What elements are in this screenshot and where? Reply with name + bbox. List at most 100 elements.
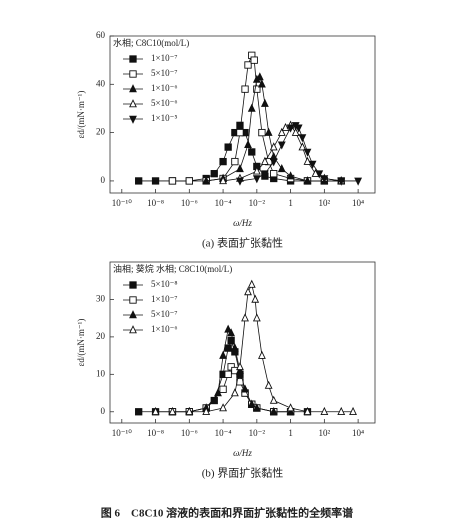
legend-label: 5×10⁻⁷ [151, 309, 177, 319]
data-point [227, 363, 235, 371]
data-point [241, 85, 249, 93]
data-point [277, 141, 286, 150]
data-point [224, 370, 232, 378]
data-point [168, 406, 177, 416]
data-point [303, 176, 312, 185]
data-point [260, 170, 269, 179]
plot-frame [109, 35, 376, 194]
data-point [264, 380, 273, 389]
legend-marker [129, 281, 137, 289]
y-tick-label: 10 [96, 368, 106, 378]
x-tick-label: 1 [288, 198, 293, 208]
data-point [247, 279, 256, 288]
data-point [270, 170, 278, 178]
legend-label: 5×10⁻⁶ [151, 98, 177, 108]
caption: (b) 界面扩张黏性 [202, 466, 284, 480]
data-point [251, 294, 260, 303]
x-axis-label: ω/Hz [233, 218, 252, 228]
x-axis-label: ω/Hz [233, 448, 252, 458]
data-point [210, 170, 218, 178]
x-tick-label: 10⁻² [249, 428, 266, 438]
legend-label: 1×10⁻⁷ [151, 53, 177, 63]
data-point [252, 166, 261, 175]
x-tick-label: 10⁴ [352, 198, 364, 208]
data-point [219, 350, 227, 359]
data-point [269, 158, 278, 167]
data-point [277, 164, 286, 173]
legend-label: 1×10⁻⁶ [151, 324, 177, 334]
legend-label: 1×10⁻⁵ [151, 113, 177, 123]
data-point [247, 103, 256, 112]
legend-label: 5×10⁻⁸ [151, 279, 177, 289]
data-point [308, 160, 317, 169]
x-tick-label: 10² [319, 428, 331, 438]
data-point [269, 406, 278, 416]
x-tick-label: 1 [288, 428, 293, 438]
legend-title: 油相; 葵烷 水相; C8C10(mol/L) [113, 263, 232, 274]
data-point [252, 403, 261, 412]
data-point [269, 395, 278, 404]
data-point [277, 127, 286, 136]
data-point [286, 171, 295, 180]
data-point [248, 148, 256, 156]
data-point [151, 406, 160, 416]
y-axis-label: εd/(mN·m⁻¹) [76, 319, 86, 367]
x-tick-label: 10⁻⁶ [181, 198, 198, 208]
legend-marker [129, 296, 137, 304]
figure-caption: 图 6 C8C10 溶液的表面和界面扩张黏性的全频率谱 [101, 506, 353, 520]
data-point [168, 177, 177, 185]
legend-marker [129, 99, 137, 108]
data-point [244, 287, 252, 296]
data-point [315, 170, 324, 179]
data-point [298, 134, 307, 143]
y-tick-label: 0 [101, 175, 106, 185]
data-point [219, 385, 227, 393]
legend-title: 水相; C8C10(mol/L) [113, 37, 189, 48]
data-point [303, 406, 312, 416]
data-point [269, 142, 278, 151]
data-point [241, 313, 249, 322]
data-point [258, 128, 266, 137]
x-tick-label: 10² [319, 198, 331, 208]
data-point [219, 157, 227, 166]
legend-marker [129, 84, 137, 93]
data-point [260, 98, 269, 107]
data-point [255, 72, 264, 81]
data-point [250, 56, 258, 64]
x-tick-label: 10⁻¹⁰ [112, 428, 132, 438]
x-tick-label: 10⁻¹⁰ [112, 198, 132, 208]
x-tick-label: 10⁻⁴ [215, 428, 232, 438]
caption: (a) 表面扩张黏性 [202, 236, 283, 250]
x-tick-label: 10⁻⁸ [147, 198, 164, 208]
data-point [236, 177, 244, 186]
data-point [281, 122, 290, 132]
legend-label: 1×10⁻⁶ [151, 83, 177, 93]
legend-label: 5×10⁻⁷ [151, 68, 177, 78]
x-tick-label: 10⁻⁶ [181, 428, 198, 438]
data-point [247, 399, 256, 408]
data-point [264, 127, 273, 136]
data-point [236, 164, 244, 173]
x-tick-label: 10⁴ [352, 428, 364, 438]
data-point [320, 406, 329, 416]
data-point [244, 61, 252, 69]
data-point [349, 406, 357, 416]
data-point [252, 175, 261, 184]
y-tick-label: 40 [96, 78, 106, 88]
data-point [224, 324, 233, 333]
data-point [224, 344, 232, 352]
data-point [337, 177, 346, 186]
data-point [298, 142, 307, 151]
data-point [202, 176, 211, 185]
y-tick-label: 20 [96, 331, 106, 341]
data-point [286, 403, 295, 412]
data-point [151, 177, 160, 185]
data-point [286, 124, 295, 133]
x-tick-label: 10⁻² [249, 198, 266, 208]
data-point [258, 79, 266, 88]
y-tick-label: 0 [101, 406, 106, 416]
data-point [135, 408, 143, 416]
series-line [155, 283, 354, 413]
plot-frame [109, 261, 376, 424]
